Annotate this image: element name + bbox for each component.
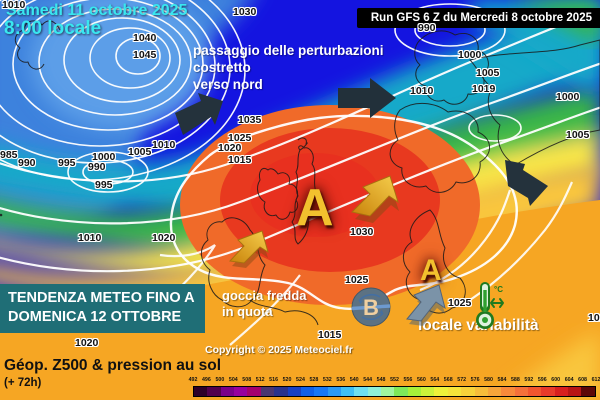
svg-text:B: B: [363, 295, 379, 320]
svg-text:°C: °C: [494, 285, 503, 294]
